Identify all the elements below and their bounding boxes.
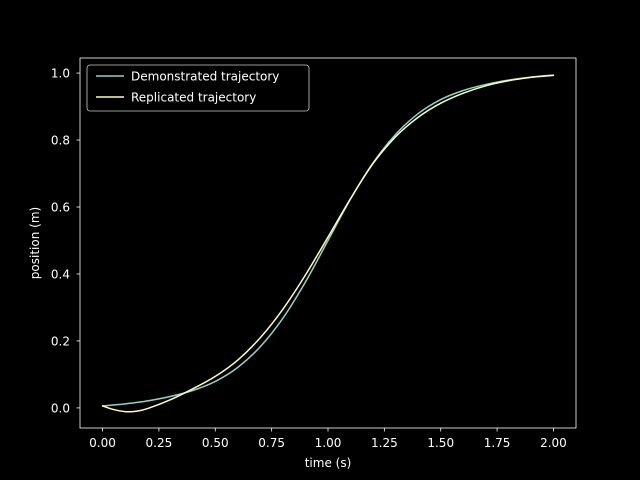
x-tick-label: 1.00	[315, 436, 342, 450]
legend-label-demonstrated: Demonstrated trajectory	[131, 70, 279, 84]
legend-label-replicated: Replicated trajectory	[131, 91, 256, 105]
y-tick-label: 0.8	[51, 134, 70, 148]
y-tick-label: 0.2	[51, 334, 70, 348]
y-axis-label: position (m)	[28, 207, 42, 279]
series-line-demonstrated	[101, 74, 555, 407]
y-tick-label: 1.0	[51, 67, 70, 81]
y-tick-label: 0.4	[51, 267, 70, 281]
series-layer	[101, 74, 555, 413]
x-tick-label: 1.75	[484, 436, 511, 450]
y-tick-label: 0.6	[51, 201, 70, 215]
x-tick-label: 1.25	[371, 436, 398, 450]
x-axis-label: time (s)	[305, 456, 352, 470]
legend: Demonstrated trajectory Replicated traje…	[86, 64, 310, 112]
x-tick-label: 0.75	[258, 436, 285, 450]
x-tick-label: 0.50	[202, 436, 229, 450]
x-tick-label: 0.25	[146, 436, 173, 450]
y-axis: 0.0 0.2 0.4 0.6 0.8 1.0	[51, 67, 80, 415]
x-tick-label: 0.00	[89, 436, 116, 450]
series-line-replicated	[101, 74, 555, 413]
x-tick-label: 2.00	[540, 436, 567, 450]
legend-box	[86, 64, 310, 112]
x-tick-label: 1.50	[427, 436, 454, 450]
y-tick-label: 0.0	[51, 401, 70, 415]
x-axis: 0.00 0.25 0.50 0.75 1.00 1.25 1.50 1.75 2.00	[89, 428, 567, 450]
